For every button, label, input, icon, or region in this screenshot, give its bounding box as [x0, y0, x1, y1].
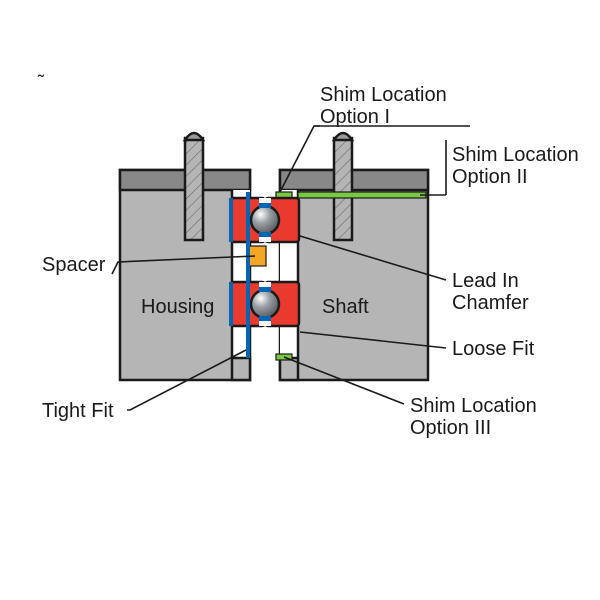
label-shim-option-1-line1: Shim Location	[320, 84, 447, 106]
label-lead-in-line2: Chamfer	[452, 292, 529, 314]
label-shim-option-2-line2: Option II	[452, 166, 528, 188]
label-shim-option-1-line2: Option I	[320, 106, 390, 128]
label-shim-option-3-line1: Shim Location	[410, 395, 537, 417]
label-spacer: Spacer	[42, 254, 105, 276]
label-shaft: Shaft	[322, 296, 369, 318]
label-shim-option-2-line1: Shim Location	[452, 144, 579, 166]
label-housing: Housing	[141, 296, 214, 318]
label-loose-fit: Loose Fit	[452, 338, 534, 360]
label-tight-fit: Tight Fit	[42, 400, 114, 422]
label-lead-in-line1: Lead In	[452, 270, 519, 292]
svg-text:˜: ˜	[37, 72, 45, 92]
label-shim-option-3-line2: Option III	[410, 417, 491, 439]
